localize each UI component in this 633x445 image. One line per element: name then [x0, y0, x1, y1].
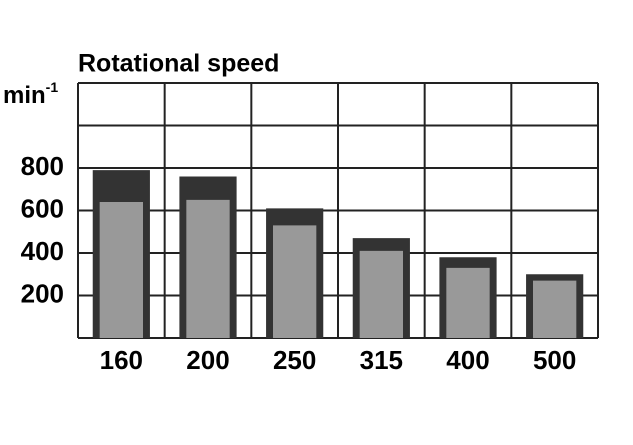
y-axis-label: min-1 — [3, 79, 58, 110]
y-label-exponent: -1 — [46, 79, 59, 95]
y-label-base: min — [3, 82, 46, 109]
x-tick-label: 315 — [360, 345, 403, 375]
x-tick-label: 250 — [273, 345, 316, 375]
x-tick-label: 200 — [186, 345, 229, 375]
bar — [446, 267, 490, 338]
x-tick-label: 400 — [446, 345, 489, 375]
bar — [186, 199, 230, 338]
x-tick-label: 160 — [100, 345, 143, 375]
bar — [99, 202, 143, 338]
y-tick-label: 600 — [21, 193, 64, 223]
bar — [533, 280, 577, 338]
bar — [359, 250, 403, 338]
y-tick-label: 200 — [21, 278, 64, 308]
x-tick-label: 500 — [533, 345, 576, 375]
bar — [273, 225, 317, 338]
y-tick-label: 800 — [21, 151, 64, 181]
chart-title: Rotational speed — [78, 50, 279, 78]
y-tick-label: 400 — [21, 236, 64, 266]
